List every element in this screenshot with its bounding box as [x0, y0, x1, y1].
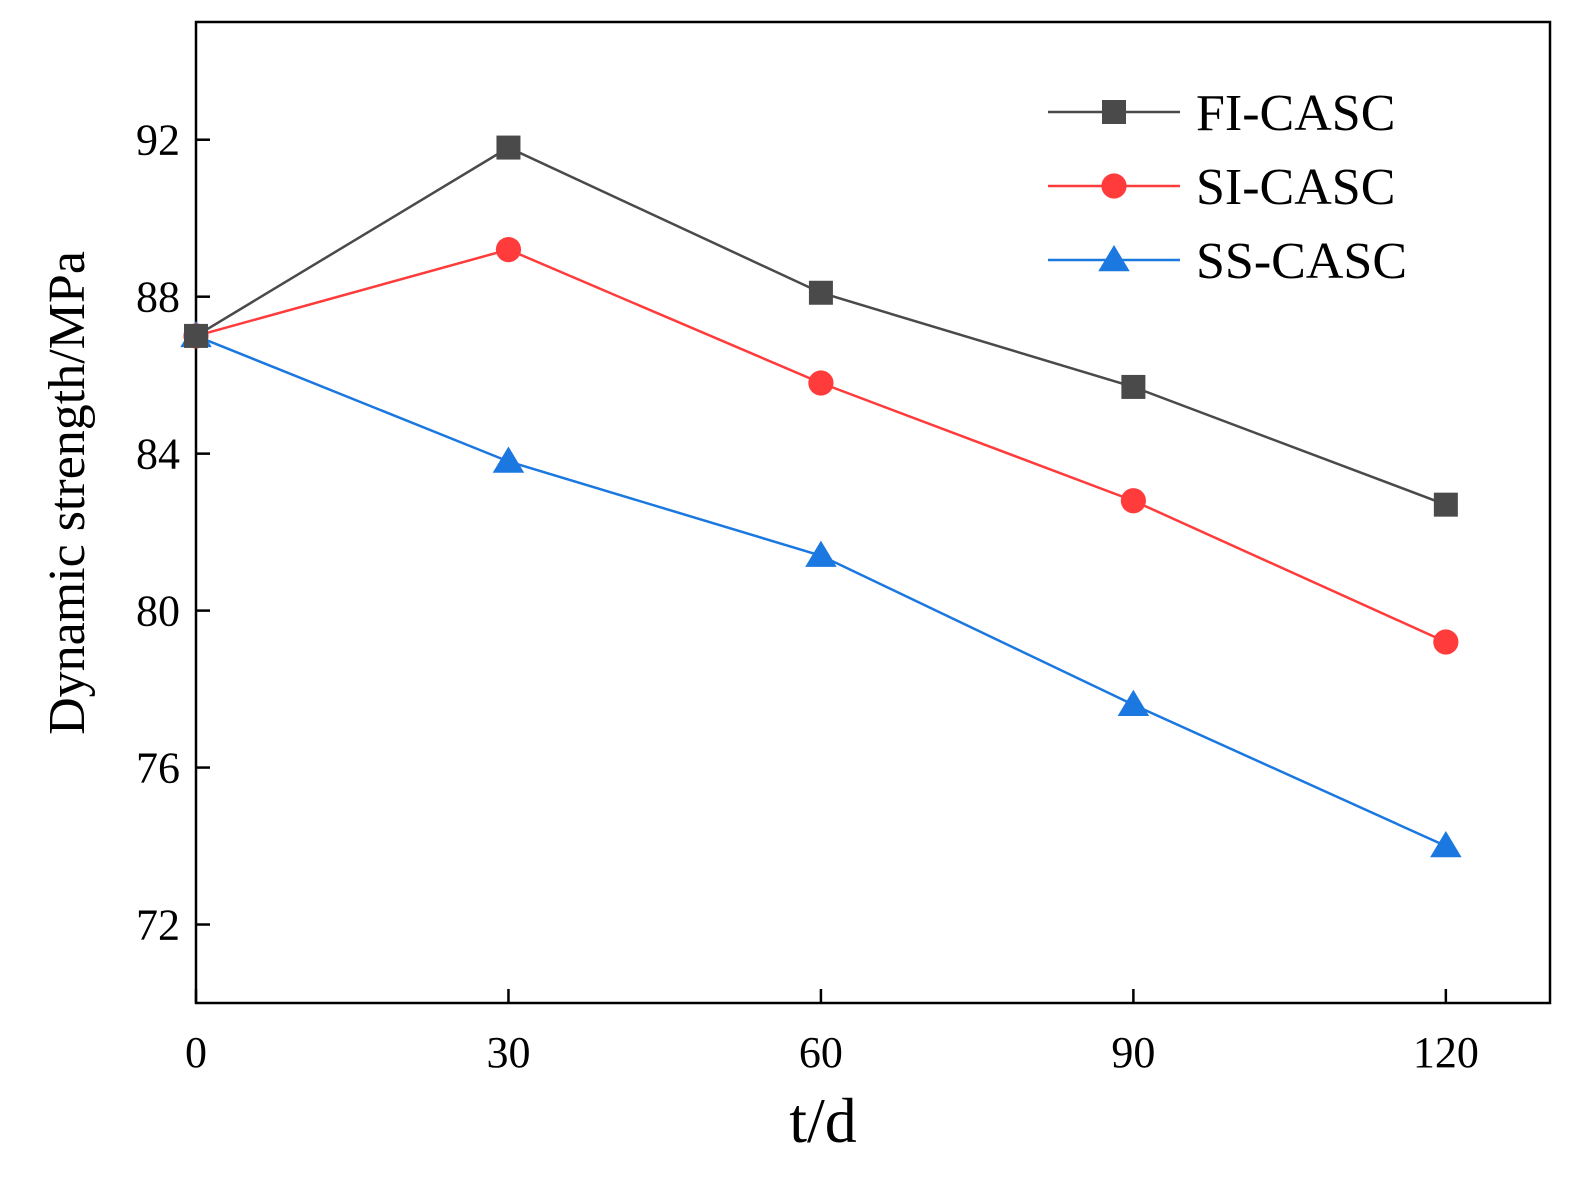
x-axis-title: t/d — [789, 1085, 857, 1156]
y-axis-title: Dynamic strength/MPa — [39, 251, 96, 735]
y-tick-label: 76 — [136, 744, 180, 793]
series-layer — [180, 135, 1462, 858]
series-line-si-casc — [195, 248, 1447, 644]
legend-marker-si-casc — [1101, 173, 1127, 199]
data-point-fi-casc — [1433, 492, 1458, 517]
data-point-ss-casc — [1430, 831, 1462, 858]
x-tick-label: 120 — [1413, 1028, 1479, 1077]
legend-marker-fi-casc — [1102, 100, 1126, 124]
x-tick-label: 60 — [799, 1028, 843, 1077]
y-tick-label: 88 — [136, 273, 180, 322]
y-axis: 72 76 80 84 88 92 — [136, 116, 210, 950]
data-point-fi-casc — [808, 280, 833, 305]
legend-item-si-casc: SI-CASC — [1048, 159, 1395, 216]
legend-item-fi-casc: FI-CASC — [1048, 85, 1395, 142]
series-line-ss-casc — [195, 334, 1447, 848]
legend-item-ss-casc: SS-CASC — [1048, 233, 1407, 290]
y-tick-label: 92 — [136, 116, 180, 165]
legend-label: SI-CASC — [1196, 159, 1395, 216]
y-tick-label: 72 — [136, 901, 180, 950]
series-ss-casc — [180, 320, 1462, 858]
x-tick-label: 90 — [1111, 1028, 1155, 1077]
data-point-fi-casc — [184, 323, 208, 348]
data-point-si-casc — [495, 236, 522, 263]
data-point-fi-casc — [1121, 374, 1146, 399]
y-tick-label: 84 — [136, 430, 180, 479]
y-tick-label: 80 — [136, 587, 180, 636]
data-point-ss-casc — [492, 446, 525, 473]
series-fi-casc — [184, 135, 1458, 517]
legend-label: FI-CASC — [1196, 85, 1395, 142]
legend-marker-ss-casc — [1098, 245, 1130, 272]
data-point-si-casc — [1120, 488, 1146, 514]
data-point-ss-casc — [805, 540, 837, 567]
x-axis: 0 30 60 90 120 — [185, 989, 1479, 1077]
data-point-si-casc — [1433, 629, 1459, 655]
x-tick-label: 0 — [185, 1028, 207, 1077]
data-point-ss-casc — [1117, 689, 1150, 717]
legend: FI-CASC SI-CASC SS-CASC — [1048, 85, 1407, 290]
data-point-si-casc — [808, 370, 834, 396]
x-tick-label: 30 — [486, 1028, 530, 1077]
legend-label: SS-CASC — [1196, 233, 1407, 290]
plot-frame — [194, 20, 1552, 1005]
data-point-fi-casc — [496, 135, 521, 160]
